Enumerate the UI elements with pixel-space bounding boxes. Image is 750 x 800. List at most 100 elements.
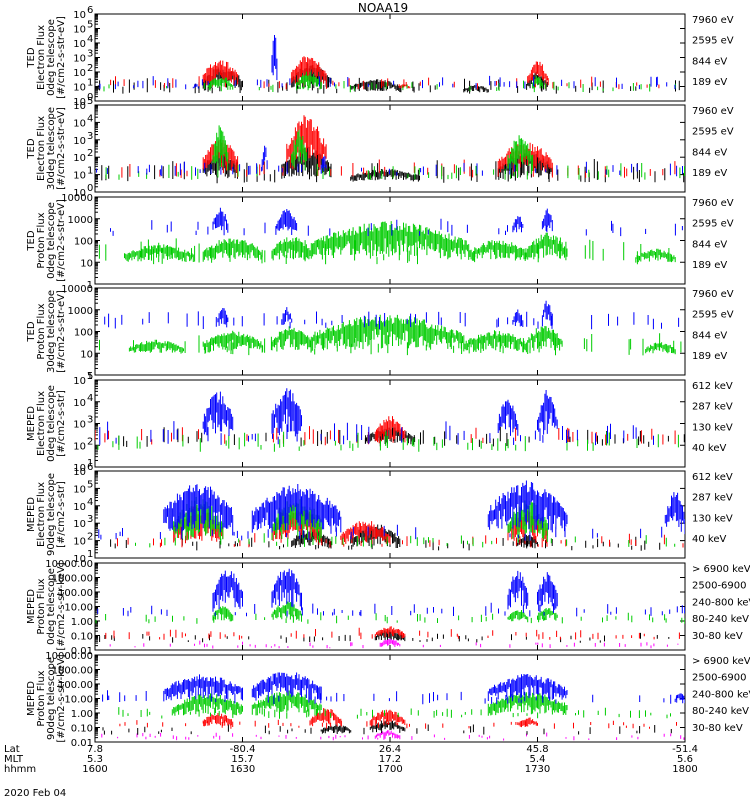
- data-series: [99, 35, 676, 90]
- y-axis-label-line: MEPED: [26, 497, 37, 532]
- x-row-value: 1800: [672, 764, 697, 775]
- y-tick-label: 10: [73, 39, 86, 50]
- x-row-value: -51.4: [672, 744, 698, 755]
- y-tick-label: 10000: [61, 284, 93, 295]
- y-axis-label-line: 30deg telescope: [46, 107, 57, 190]
- legend-entry: 7960 eV: [692, 106, 734, 117]
- data-series: [110, 207, 683, 237]
- x-row-value: 5.4: [530, 754, 546, 765]
- legend-entry: 287 keV: [692, 493, 733, 504]
- y-tick-label: 10: [80, 258, 93, 269]
- y-axis-label: MEPEDElectron Flux90deg telescope[#/cm2-…: [26, 473, 67, 556]
- y-tick-label: 10: [73, 54, 86, 65]
- y-tick-label: 10: [73, 136, 86, 147]
- series-group: [101, 672, 685, 741]
- legend-entry: 130 keV: [692, 513, 733, 524]
- y-tick-exponent: 6: [87, 5, 93, 16]
- legend-entry: 240-800 keV: [692, 597, 750, 608]
- y-tick-label: 10000: [61, 193, 93, 204]
- y-axis-label: MEPEDElectron Flux0deg telescope[#/cm2-s…: [26, 385, 67, 462]
- y-tick-exponent: 2: [87, 63, 93, 74]
- data-series: [118, 690, 671, 719]
- data-series: [99, 388, 654, 446]
- legend-entry: 80-240 keV: [692, 706, 749, 717]
- x-row-value: 1630: [230, 764, 255, 775]
- date-label: 2020 Feb 04: [4, 788, 66, 799]
- legend-entry: 80-240 keV: [692, 614, 749, 625]
- legend-entry: 2595 eV: [692, 127, 734, 138]
- legend-entry: > 6900 keV: [692, 656, 750, 667]
- y-tick-label: 10000.00: [45, 559, 93, 570]
- y-tick-exponent: 2: [87, 436, 93, 447]
- y-axis-label-line: MEPED: [26, 681, 37, 716]
- y-axis-label-line: [#/cm2-s-str]: [56, 481, 67, 548]
- y-axis-label-line: TED: [26, 321, 37, 342]
- panel-8: 0.010.101.0010.00100.001000.0010000.00ME…: [26, 651, 750, 749]
- data-series: [98, 480, 685, 541]
- y-tick-exponent: 0: [87, 183, 93, 194]
- y-tick-label: 10: [73, 467, 86, 478]
- y-tick-label: 10: [73, 97, 86, 108]
- y-tick-exponent: 4: [87, 497, 93, 508]
- y-tick-exponent: 3: [87, 49, 93, 60]
- legend-entry: 844 eV: [692, 56, 727, 67]
- data-series: [97, 568, 685, 617]
- legend-entry: 240-800 keV: [692, 689, 750, 700]
- x-row-value: 15.7: [231, 754, 253, 765]
- x-row-value: 45.8: [526, 744, 548, 755]
- y-axis-label: MEPEDProton Flux90deg telescope[#/cm2-s-…: [26, 654, 67, 742]
- legend-entry: 7960 eV: [692, 289, 734, 300]
- y-axis-label-line: Proton Flux: [36, 212, 47, 268]
- y-tick-label: 10: [73, 153, 86, 164]
- y-axis-label-line: [#/cm2-s-str-eV]: [56, 199, 67, 282]
- y-axis-label-line: MEPED: [26, 406, 37, 441]
- series-group: [95, 568, 685, 649]
- y-axis-label-line: Electron Flux: [36, 391, 47, 456]
- y-tick-label: 10: [73, 463, 86, 474]
- y-tick-exponent: 3: [87, 415, 93, 426]
- y-tick-label: 1000.00: [52, 666, 93, 677]
- y-axis-label: TEDElectron Flux0deg telescope[#/cm2-s-s…: [26, 16, 67, 99]
- data-series: [97, 431, 679, 452]
- y-axis-label-line: [#/cm2-s-str-eV]: [56, 107, 67, 190]
- legend-entry: 612 keV: [692, 381, 733, 392]
- y-axis-label-line: [#/cm2-s-str-keV]: [56, 654, 67, 742]
- y-axis-label-line: 90deg telescope: [46, 657, 57, 740]
- y-tick-label: 10: [73, 398, 86, 409]
- y-tick-exponent: 5: [87, 96, 93, 107]
- y-axis-label: TEDProton Flux30deg telescope[#/cm2-s-st…: [26, 290, 67, 373]
- y-tick-exponent: 6: [87, 462, 93, 473]
- panel-7: 0.010.101.0010.00100.001000.0010000.00ME…: [26, 559, 750, 657]
- legend-entry: 2595 eV: [692, 219, 734, 230]
- legend-entry: 7960 eV: [692, 15, 734, 26]
- data-series: [105, 626, 680, 640]
- y-tick-label: 10: [73, 554, 86, 565]
- series-group: [98, 207, 683, 265]
- y-tick-exponent: 5: [87, 479, 93, 490]
- y-axis-label-line: 0deg telescope: [46, 385, 57, 462]
- y-axis-label-line: [#/cm2-s-str-keV]: [56, 562, 67, 650]
- y-tick-exponent: 1: [87, 549, 93, 560]
- data-series: [109, 638, 679, 649]
- y-tick-label: 1000: [68, 306, 93, 317]
- y-tick-label: 10000.00: [45, 651, 93, 662]
- y-tick-exponent: 1: [87, 166, 93, 177]
- y-tick-exponent: 3: [87, 514, 93, 525]
- legend-entry: > 6900 keV: [692, 564, 750, 575]
- legend-entry: 30-80 keV: [692, 631, 743, 642]
- data-series: [104, 300, 680, 330]
- legend-entry: 30-80 keV: [692, 723, 743, 734]
- legend-entry: 844 eV: [692, 147, 727, 158]
- y-axis-label-line: Electron Flux: [36, 482, 47, 547]
- y-tick-label: 0.10: [71, 632, 93, 643]
- y-axis-label: TEDElectron Flux30deg telescope[#/cm2-s-…: [26, 107, 67, 190]
- legend-entry: 2595 eV: [692, 310, 734, 321]
- data-series: [96, 145, 683, 177]
- x-row-label: MLT: [4, 754, 24, 765]
- y-tick-label: 1.00: [71, 709, 93, 720]
- y-axis-label-line: [#/cm2-s-str-eV]: [56, 290, 67, 373]
- chart-title: NOAA19: [358, 1, 408, 15]
